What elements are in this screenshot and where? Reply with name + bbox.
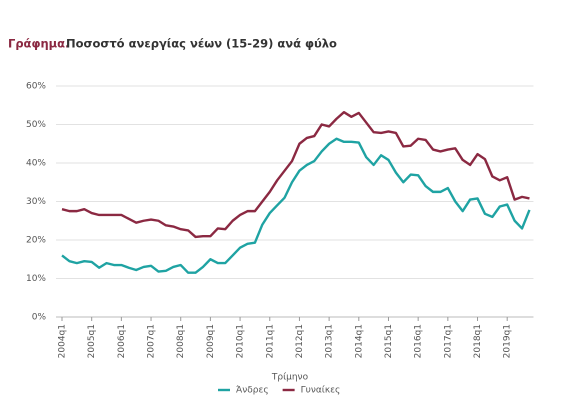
- x-tick-label: 2015q1: [384, 324, 394, 358]
- y-tick-label: 10%: [26, 274, 46, 284]
- x-axis-label: Τρίμηνο: [271, 373, 309, 383]
- chart-title: Ποσοστό ανεργίας νέων (15-29) ανά φύλο: [66, 37, 337, 51]
- x-tick-label: 2010q1: [236, 324, 246, 358]
- x-tick-label: 2007q1: [147, 324, 157, 358]
- x-tick-label: 2012q1: [295, 324, 305, 358]
- x-tick-label: 2006q1: [117, 324, 127, 358]
- series-line: [61, 110, 530, 239]
- x-tick-label: 2009q1: [206, 324, 216, 358]
- x-tick-label: 2019q1: [503, 324, 513, 358]
- x-tick-label: 2016q1: [414, 324, 424, 358]
- series-line: [61, 137, 531, 274]
- chart-title-label: Γράφημα.: [8, 37, 69, 51]
- x-tick-label: 2004q1: [58, 324, 68, 358]
- x-tick-label: 2014q1: [354, 324, 364, 358]
- x-tick-label: 2018q1: [473, 324, 483, 358]
- y-tick-label: 40%: [26, 159, 46, 169]
- x-tick-label: 2005q1: [87, 324, 97, 358]
- y-tick-label: 0%: [32, 313, 47, 323]
- y-tick-label: 20%: [26, 236, 46, 246]
- x-tick-label: 2011q1: [265, 324, 275, 358]
- x-tick-label: 2013q1: [325, 324, 335, 358]
- x-tick-label: 2017q1: [443, 324, 453, 358]
- legend-label: Γυναίκες: [301, 386, 341, 396]
- legend-label: Άνδρες: [236, 386, 269, 396]
- y-tick-label: 60%: [26, 82, 46, 92]
- y-tick-label: 30%: [26, 197, 46, 207]
- y-tick-label: 50%: [26, 120, 46, 130]
- x-tick-label: 2008q1: [176, 324, 186, 358]
